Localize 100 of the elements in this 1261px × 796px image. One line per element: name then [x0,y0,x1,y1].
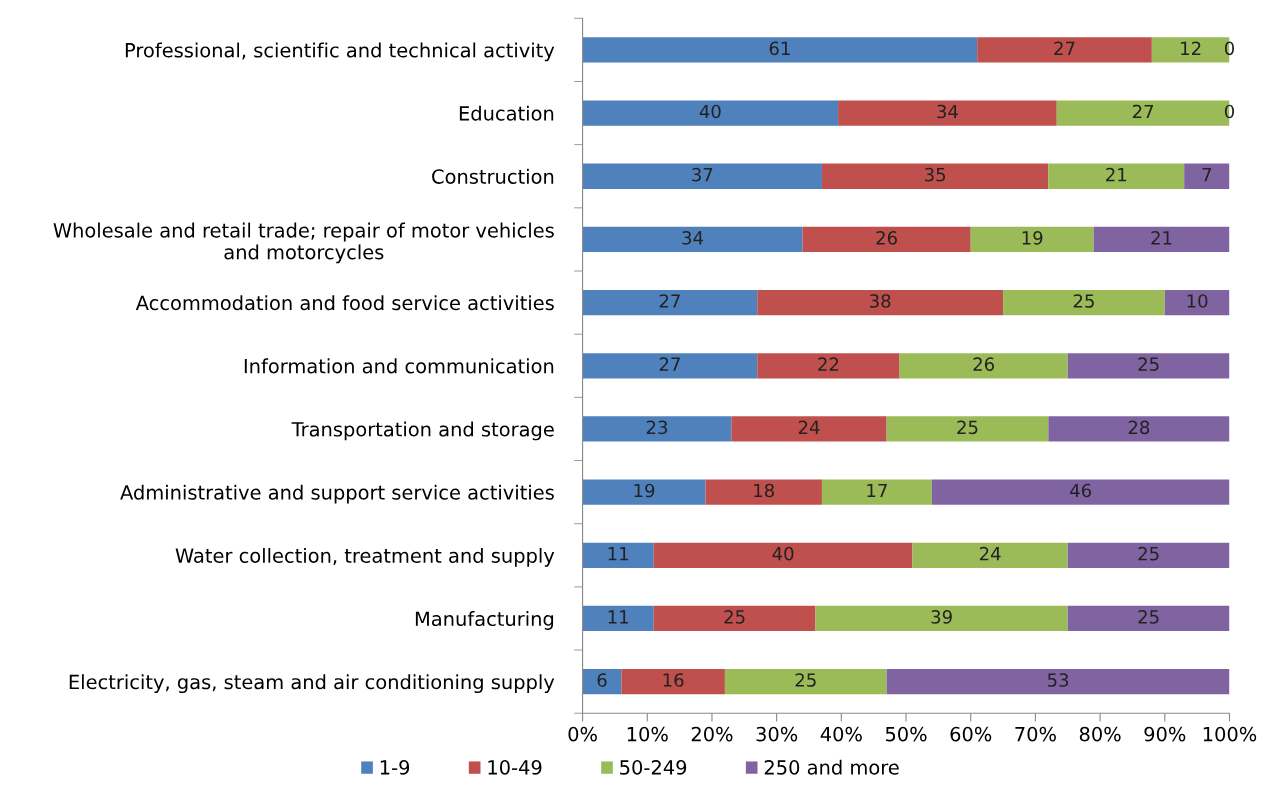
x-tick-label: 60% [950,726,992,742]
data-label: 34 [937,104,958,119]
data-label: 40 [699,104,721,119]
x-tick-label: 0% [568,726,597,742]
data-label: 27 [1054,41,1075,55]
bar [582,668,622,695]
data-label: 25 [795,673,816,687]
legend-label: 250 and more [764,759,899,775]
bar [582,289,758,316]
bar [1067,605,1230,632]
data-label: 25 [1138,357,1159,371]
data-label: 46 [1070,483,1092,498]
bar [724,668,887,695]
data-label: 40 [772,546,794,561]
x-tick-label: 50% [885,726,927,742]
bar [886,668,1230,695]
data-label: 27 [659,357,680,371]
x-tick-label: 30% [756,726,798,742]
data-label: 61 [769,41,790,56]
data-label: 19 [1022,231,1043,245]
data-label: 12 [1181,41,1201,55]
y-tick-label: Construction [432,168,554,184]
data-label: 26 [876,231,897,245]
x-tick-label: 10% [627,726,668,742]
x-tick-label: 70% [1015,726,1056,742]
data-label: 27 [1132,104,1154,119]
bar [970,226,1094,253]
bar [582,100,839,126]
bar [582,37,978,63]
data-label: 25 [1138,610,1159,624]
data-label: 22 [818,357,839,371]
bar [838,100,1057,126]
bar [821,479,932,505]
legend-label: 10-49 [488,760,542,775]
bar [757,289,1004,316]
data-label: 38 [870,294,891,308]
legend-label: 50-249 [620,760,687,775]
x-tick-label: 20% [691,726,733,742]
bar [1184,163,1230,189]
bar [912,542,1068,568]
bar [886,416,1049,442]
data-label: 25 [1138,546,1159,561]
bar [705,479,822,505]
bar [582,163,822,189]
data-label: 53 [1047,673,1069,687]
data-label: 18 [754,483,774,498]
data-label: 6 [597,673,607,687]
bar [977,37,1152,63]
bar [582,353,758,379]
bar [899,353,1068,379]
data-label: 35 [925,167,946,182]
x-tick-label: 40% [820,726,862,742]
data-label: 34 [682,231,704,245]
bar [582,416,732,442]
data-label: 25 [1073,294,1094,308]
data-label: 21 [1151,231,1172,245]
y-tick-label: Electricity, gas, steam and air conditioning supply [69,674,555,694]
data-label: 23 [646,420,668,435]
x-tick-label: 100% [1203,726,1257,742]
data-label: 19 [634,483,655,498]
bar [802,226,971,253]
bar [582,479,706,505]
bar [931,479,1230,505]
y-tick-label: Transportation and storage [291,421,554,441]
bar [582,605,654,632]
bar [1048,416,1230,442]
y-tick-label: Wholesale and retail trade; repair of motor vehicles and motorcycles [53,222,554,264]
data-label: 10 [1187,294,1208,308]
x-tick-label: 80% [1079,726,1121,742]
data-label: 24 [798,420,820,434]
y-tick-label: Accommodation and food service activities [135,295,554,311]
bar [821,163,1049,189]
y-tick-label: Water collection, treatment and supply [175,547,555,567]
bar [815,605,1068,632]
bar [653,605,816,632]
data-label: 24 [979,546,1001,561]
bar [1067,353,1230,379]
bar [621,668,725,695]
bar [757,353,900,379]
bar [1048,163,1185,189]
data-label: 16 [663,673,684,687]
data-label: 37 [692,167,713,182]
data-label: 26 [973,357,995,371]
x-tick-label: 90% [1144,726,1186,742]
y-tick-label: Professional, scientific and technical activity [125,42,555,62]
bar [582,542,654,568]
data-label: 7 [1202,168,1212,182]
data-label: 11 [608,547,628,561]
data-label: 11 [608,610,628,624]
data-label: 25 [724,610,745,624]
data-label: 21 [1106,167,1127,182]
bar [1093,226,1230,253]
bar [1164,289,1230,316]
data-label: 27 [659,294,680,308]
bar [653,542,913,568]
data-label: 39 [931,610,952,624]
y-tick-label: Education [459,105,554,121]
y-tick-label: Administrative and support service activities [120,484,554,504]
bar [731,416,887,442]
data-label: 25 [957,420,978,435]
